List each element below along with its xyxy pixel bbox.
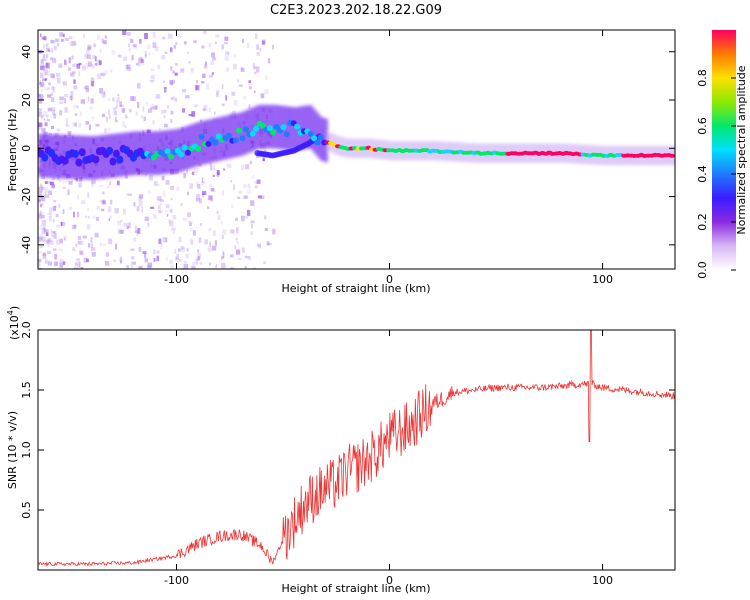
- svg-text:(x104): (x104): [6, 306, 21, 340]
- snr-x-tick-label: 100: [592, 574, 613, 587]
- spectrogram-ticks: -100 0 100 -40 -20 0 20 40: [20, 30, 675, 286]
- spectrogram-y-axis-label: Frequency (Hz): [6, 109, 19, 192]
- figure-title: C2E3.2023.202.18.22.G09: [270, 3, 442, 18]
- snr-ticks: -100 0 100 0.5 1.0 1.5 2.0: [20, 321, 675, 587]
- spectrogram-marks: [38, 30, 675, 269]
- colorbar-label: Normalized spectral amplitude: [735, 65, 748, 234]
- snr-y-axis-label: SNR (10 * v/v): [6, 411, 19, 489]
- snr-panel: -100 0 100 0.5 1.0 1.5 2.0 Height of straight …: [6, 306, 676, 595]
- spectrogram-x-tick-label: 0: [386, 273, 393, 286]
- spectrogram-frame: [37, 29, 676, 270]
- snr-plot-area: [38, 330, 675, 570]
- snr-scale-close: ): [8, 306, 21, 310]
- spectrogram-x-tick-label: 100: [592, 273, 613, 286]
- snr-scale-exponent: 4: [6, 310, 15, 315]
- spectrogram-y-tick-label: -20: [20, 188, 33, 206]
- snr-x-axis-label: Height of straight line (km): [281, 582, 430, 595]
- colorbar: 0.0 0.2 0.4 0.6 0.8 Normalized spectral ampl…: [696, 30, 748, 279]
- snr-y-tick-label: 1.0: [20, 441, 33, 459]
- spectrogram-y-tick-label: 0: [20, 145, 33, 152]
- spectrogram-y-tick-label: 40: [20, 45, 33, 59]
- snr-y-tick-label: 1.5: [20, 381, 33, 399]
- spectrogram-y-tick-label: -40: [20, 236, 33, 254]
- colorbar-tick-label: 0.0: [696, 261, 709, 279]
- snr-scale-factor: (x104): [6, 306, 21, 340]
- spectrogram-ridge: [38, 119, 675, 167]
- snr-y-tick-label: 0.5: [20, 501, 33, 519]
- snr-y-tick-label: 2.0: [20, 321, 33, 339]
- spectrogram-panel: -100 0 100 -40 -20 0 20 40 Height of straight l…: [6, 29, 676, 295]
- snr-x-tick-label: -100: [164, 574, 189, 587]
- colorbar-ticks: 0.0 0.2 0.4 0.6 0.8: [696, 69, 736, 279]
- spectrogram-x-axis-label: Height of straight line (km): [281, 282, 430, 295]
- snr-series-line: [38, 330, 675, 567]
- colorbar-tick-label: 0.8: [696, 69, 709, 87]
- snr-scale-label: (x10: [8, 315, 21, 340]
- spectrogram-y-tick-label: 20: [20, 93, 33, 107]
- colorbar-tick-label: 0.4: [696, 165, 709, 183]
- snr-x-tick-label: 0: [386, 574, 393, 587]
- colorbar-tick-label: 0.2: [696, 213, 709, 231]
- spectrogram-x-tick-label: -100: [164, 273, 189, 286]
- colorbar-tick-label: 0.6: [696, 117, 709, 135]
- colorbar-gradient: [712, 30, 736, 270]
